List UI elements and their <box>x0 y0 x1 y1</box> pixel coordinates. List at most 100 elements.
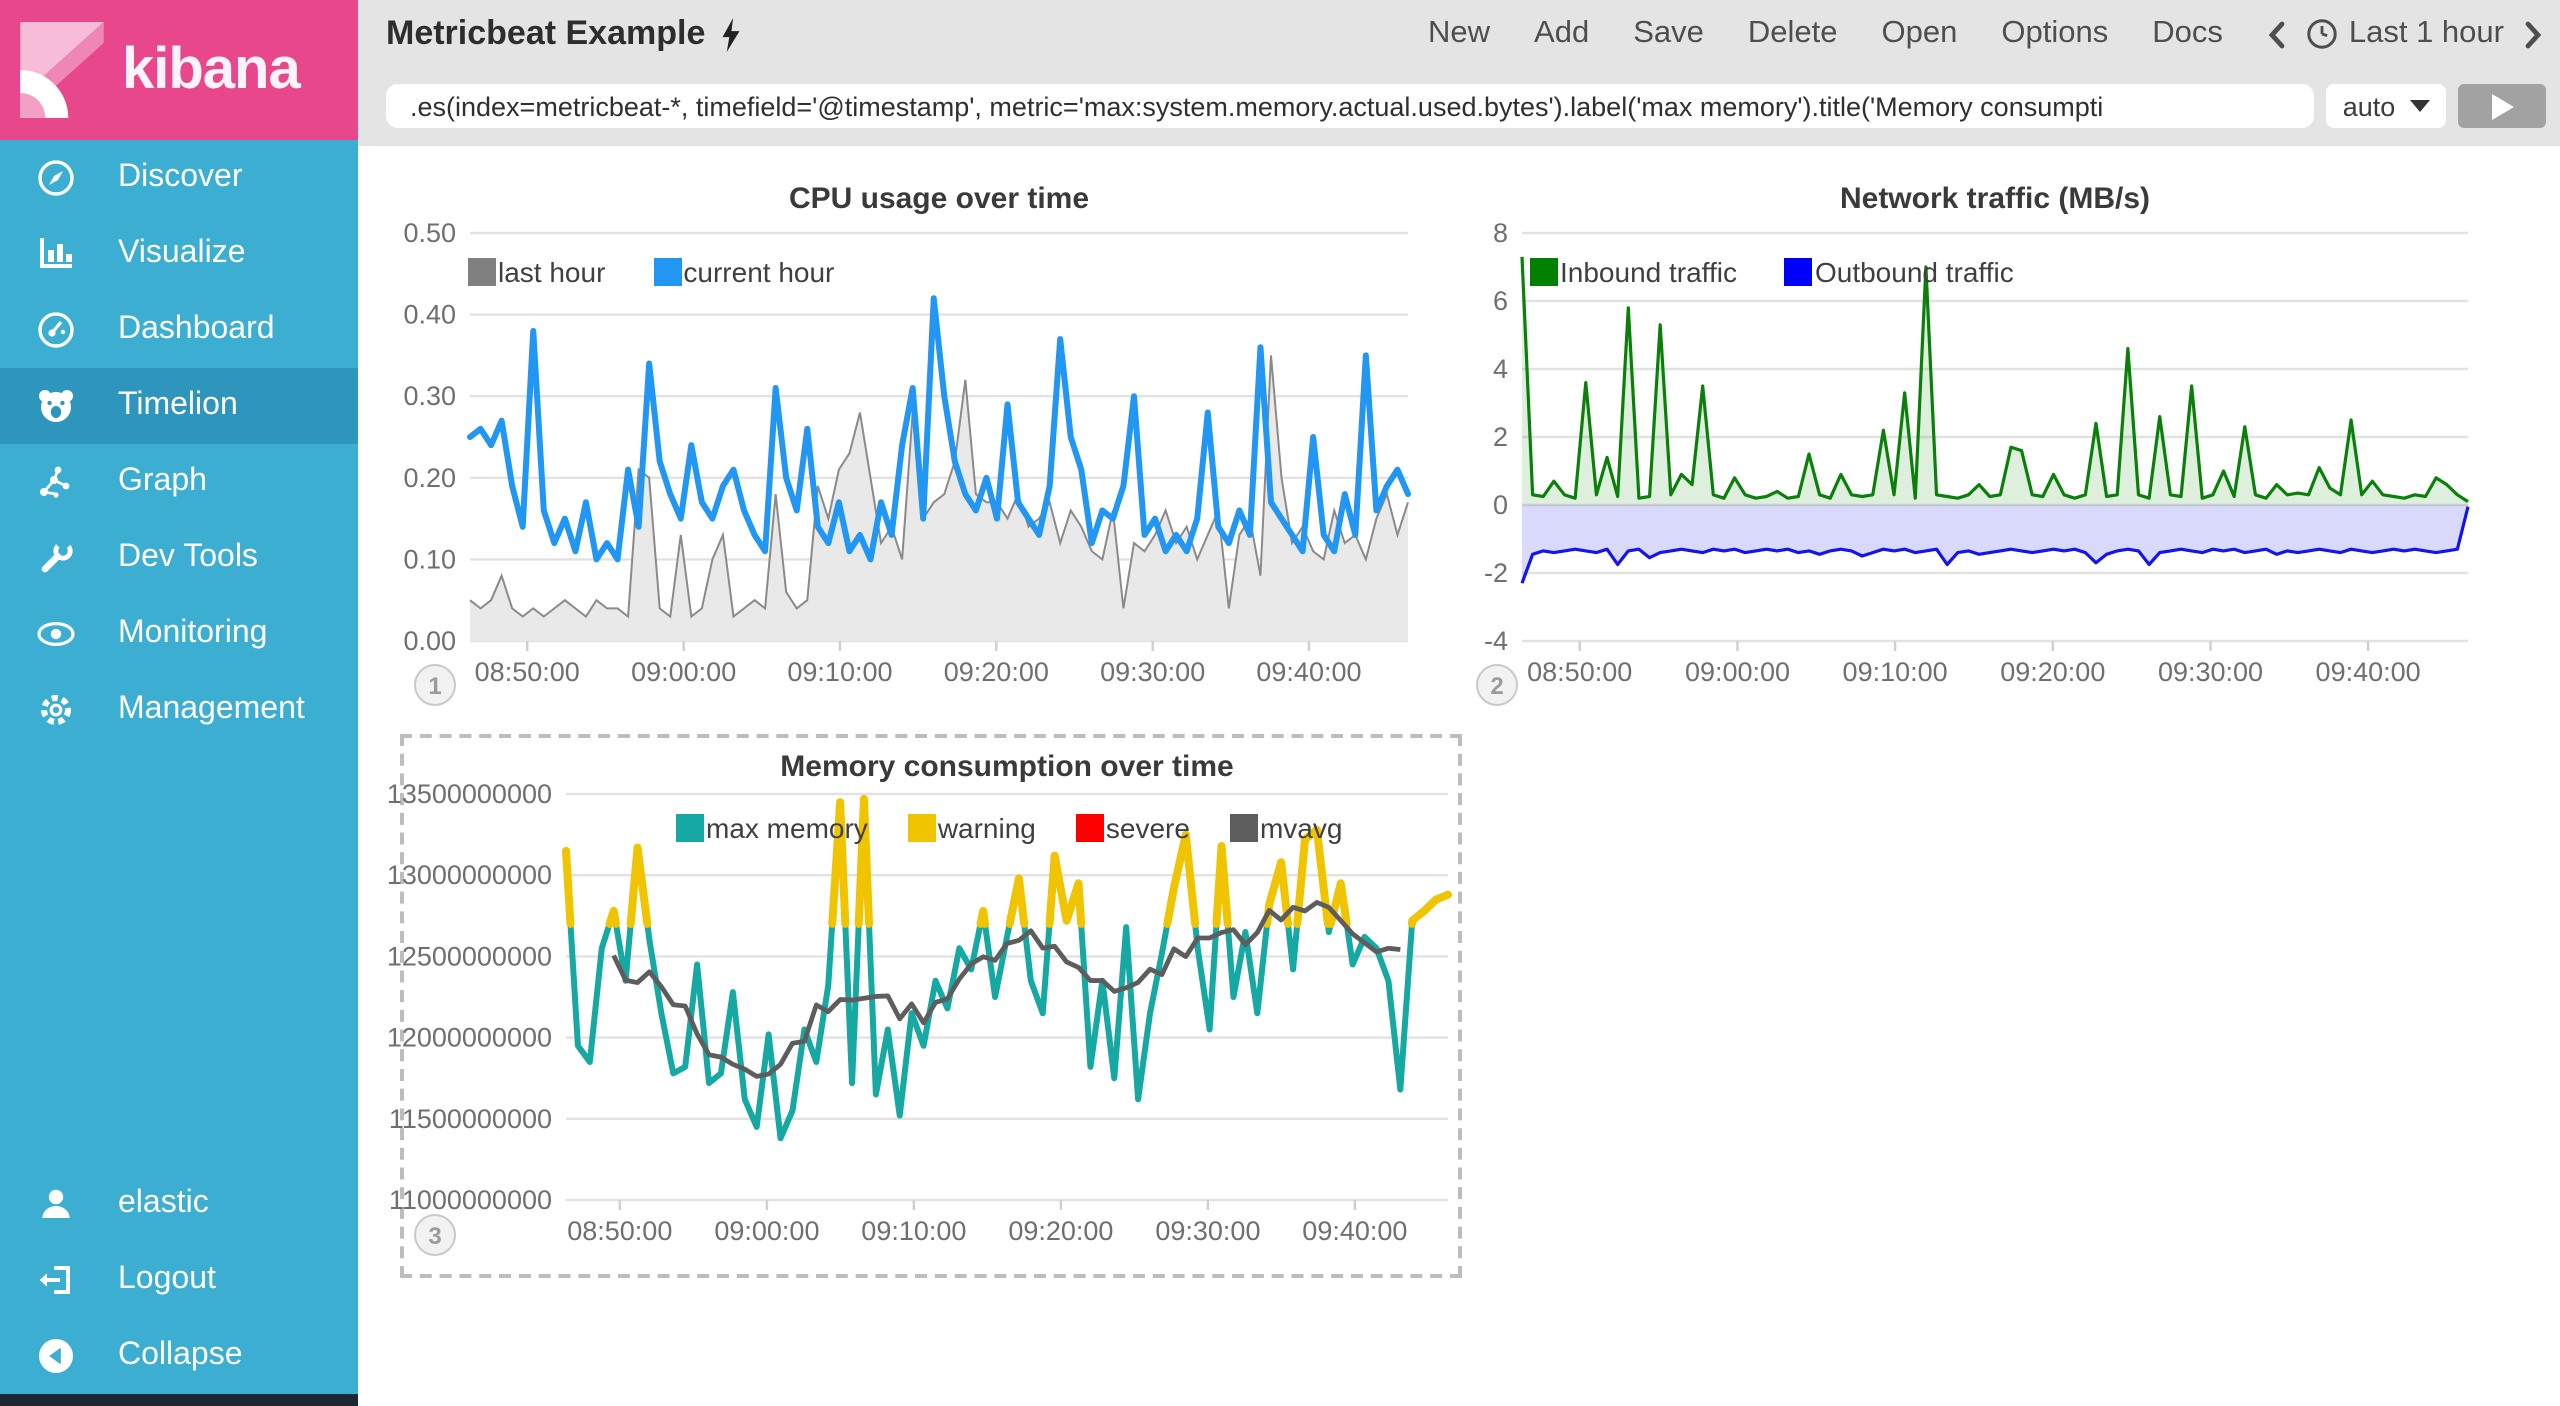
save-button[interactable]: Save <box>1633 16 1704 50</box>
toolbar-menu: New Add Save Delete Open Options Docs La… <box>1428 16 2544 52</box>
docs-button[interactable]: Docs <box>2152 16 2223 50</box>
sidebar: kibana Discover Visualize Dashboard <box>0 0 358 1406</box>
panel-number-badge: 2 <box>1476 664 1518 706</box>
sidebar-item-label: Collapse <box>118 1338 243 1372</box>
interval-value: auto <box>2342 91 2396 121</box>
svg-text:13000000000: 13000000000 <box>387 860 552 890</box>
svg-text:08:50:00: 08:50:00 <box>475 657 580 687</box>
legend-swatch <box>1530 258 1558 286</box>
sidebar-item-elastic-user[interactable]: elastic <box>0 1166 358 1242</box>
kibana-logo-block[interactable]: kibana <box>0 0 358 140</box>
svg-text:0.20: 0.20 <box>403 463 456 493</box>
chart-panel-memory-selected[interactable]: 11000000000 11500000000 12000000000 1250000… <box>387 734 1462 1278</box>
svg-text:11000000000: 11000000000 <box>389 1185 552 1215</box>
sidebar-item-logout[interactable]: Logout <box>0 1242 358 1318</box>
time-forward-chevron[interactable] <box>2524 19 2544 49</box>
legend-item: Outbound traffic <box>1784 256 2014 288</box>
page-title: Metricbeat Example <box>386 14 741 54</box>
legend-swatch <box>468 258 496 286</box>
svg-text:09:10:00: 09:10:00 <box>861 1216 966 1246</box>
sidebar-item-visualize[interactable]: Visualize <box>0 216 358 292</box>
svg-text:09:30:00: 09:30:00 <box>2158 657 2263 687</box>
sidebar-item-timelion[interactable]: Timelion <box>0 368 358 444</box>
chart-legend: Inbound traffic Outbound traffic <box>1530 256 2014 288</box>
delete-button[interactable]: Delete <box>1747 16 1838 50</box>
svg-text:09:40:00: 09:40:00 <box>2316 657 2421 687</box>
user-icon <box>36 1184 76 1224</box>
sidebar-item-label: Dashboard <box>118 312 275 346</box>
legend-item: last hour <box>468 256 605 288</box>
sidebar-nav: Discover Visualize Dashboard Timelion <box>0 140 358 748</box>
legend-item: mvavg <box>1229 812 1342 844</box>
svg-text:09:10:00: 09:10:00 <box>1843 657 1948 687</box>
legend-swatch <box>653 258 682 286</box>
time-range-label: Last 1 hour <box>2348 16 2504 50</box>
svg-text:09:00:00: 09:00:00 <box>714 1216 819 1246</box>
legend-item: severe <box>1075 812 1190 844</box>
svg-text:0.00: 0.00 <box>403 626 456 656</box>
panel-number-badge: 1 <box>414 664 456 706</box>
svg-text:0: 0 <box>1493 490 1508 520</box>
options-button[interactable]: Options <box>2001 16 2109 50</box>
svg-text:09:30:00: 09:30:00 <box>1155 1216 1260 1246</box>
svg-text:09:40:00: 09:40:00 <box>1256 657 1361 687</box>
svg-text:12500000000: 12500000000 <box>387 941 552 971</box>
open-button[interactable]: Open <box>1881 16 1958 50</box>
lightning-icon <box>719 17 741 51</box>
legend-swatch <box>907 814 936 842</box>
svg-text:11500000000: 11500000000 <box>389 1104 552 1134</box>
chart-legend: last hour current hour <box>468 256 834 288</box>
top-header: Metricbeat Example New Add Save Delete O… <box>358 0 2560 146</box>
svg-text:12000000000: 12000000000 <box>387 1023 552 1053</box>
sidebar-item-label: elastic <box>118 1186 209 1220</box>
svg-text:09:20:00: 09:20:00 <box>2000 657 2105 687</box>
chart-panel-cpu[interactable]: 0.00 0.10 0.20 0.30 0.40 0.50 08:50:00 09:00:00… <box>392 176 1488 732</box>
sidebar-item-label: Graph <box>118 464 207 498</box>
sidebar-item-dashboard[interactable]: Dashboard <box>0 292 358 368</box>
brand-wordmark: kibana <box>122 37 301 101</box>
sidebar-item-monitoring[interactable]: Monitoring <box>0 596 358 672</box>
chart-title: Memory consumption over time <box>780 750 1234 784</box>
compass-icon <box>36 158 76 198</box>
sidebar-footer: elastic Logout Collapse <box>0 1166 358 1394</box>
new-button[interactable]: New <box>1428 16 1491 50</box>
svg-text:09:40:00: 09:40:00 <box>1302 1216 1407 1246</box>
chevron-down-icon <box>2409 100 2430 112</box>
chart-panel-network[interactable]: -4 -2 0 2 4 6 8 08:50:00 09:00:00 09:10:00 09:20:0… <box>1476 176 2560 732</box>
svg-text:09:10:00: 09:10:00 <box>787 657 892 687</box>
svg-text:0.50: 0.50 <box>403 218 456 248</box>
legend-item: warning <box>907 812 1036 844</box>
sidebar-item-graph[interactable]: Graph <box>0 444 358 520</box>
bar-chart-icon <box>36 234 76 274</box>
chart-legend: max memory warning severe mvavg <box>676 812 1342 844</box>
sidebar-item-discover[interactable]: Discover <box>0 140 358 216</box>
timelion-expression-input[interactable] <box>386 84 2314 128</box>
time-back-chevron[interactable] <box>2267 19 2287 49</box>
add-button[interactable]: Add <box>1534 16 1590 50</box>
svg-text:08:50:00: 08:50:00 <box>1527 657 1632 687</box>
legend-item: max memory <box>676 812 868 844</box>
panel-number-badge: 3 <box>414 1214 456 1256</box>
graph-icon <box>36 462 76 502</box>
chart-title: Network traffic (MB/s) <box>1839 182 2151 216</box>
sidebar-item-dev-tools[interactable]: Dev Tools <box>0 520 358 596</box>
logout-icon <box>36 1260 76 1300</box>
svg-text:2: 2 <box>1493 422 1508 452</box>
legend-swatch <box>1229 814 1258 842</box>
interval-select[interactable]: auto <box>2326 84 2446 128</box>
sidebar-item-label: Timelion <box>118 388 238 422</box>
gear-icon <box>36 690 76 730</box>
svg-text:08:50:00: 08:50:00 <box>567 1216 672 1246</box>
sidebar-item-management[interactable]: Management <box>0 672 358 748</box>
eye-icon <box>36 614 76 654</box>
time-picker[interactable]: Last 1 hour <box>2307 16 2504 52</box>
sidebar-bottom-strip <box>0 1394 358 1406</box>
sidebar-item-collapse[interactable]: Collapse <box>0 1318 358 1394</box>
sidebar-item-label: Logout <box>118 1262 216 1296</box>
legend-item: current hour <box>653 256 834 288</box>
svg-text:09:20:00: 09:20:00 <box>944 657 1049 687</box>
run-expression-button[interactable] <box>2458 84 2546 128</box>
svg-text:09:00:00: 09:00:00 <box>1685 657 1790 687</box>
svg-text:6: 6 <box>1493 286 1508 316</box>
